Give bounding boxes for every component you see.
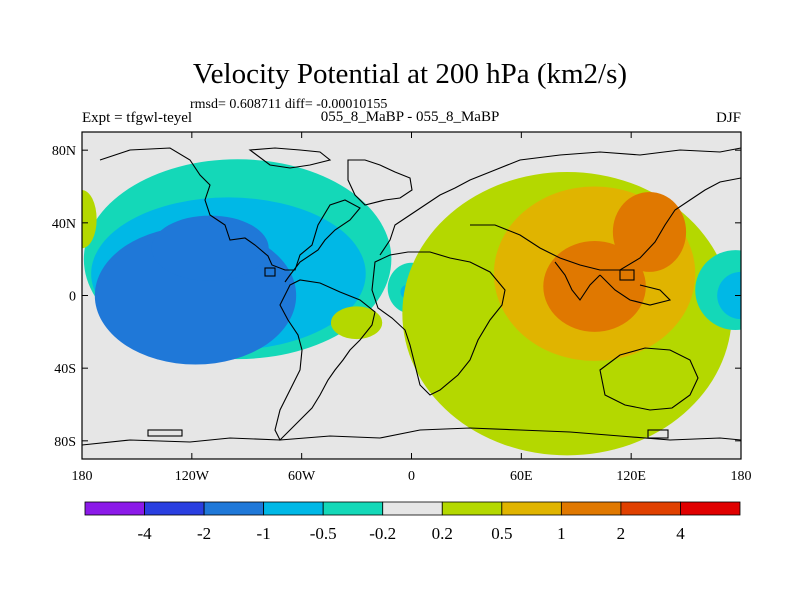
y-axis: 80N 40N 0 40S 80S: [52, 144, 741, 450]
colorbar-swatch: [441, 501, 503, 516]
colorbar-swatch: [263, 501, 324, 516]
coastline-australia: [599, 347, 699, 411]
coastline-layer: [82, 147, 741, 446]
x-tick-label: 120E: [616, 469, 646, 484]
contour-region-pacific-negative-north-core: [151, 215, 269, 281]
colorbar-swatch: [382, 501, 443, 516]
colorbar: -4 -2 -1 -0.5 -0.2 0.2 0.5 1 2 4: [84, 501, 741, 543]
chart-title: Velocity Potential at 200 hPa (km2/s): [193, 58, 627, 90]
y-tick-label: 80N: [52, 144, 76, 159]
coastline-island-1: [147, 429, 183, 437]
coastline-island-3: [647, 429, 669, 439]
colorbar-swatch: [84, 501, 145, 516]
x-tick-label: 0: [408, 469, 415, 484]
colorbar-level-label: 0.5: [491, 524, 512, 543]
y-tick-label: 40N: [52, 217, 76, 232]
coastline-africa: [371, 251, 506, 396]
x-tick-label: 180: [731, 469, 752, 484]
colorbar-swatch: [680, 501, 741, 516]
colorbar-swatch: [203, 501, 265, 516]
contour-region-dateline-west-positive: [82, 190, 97, 249]
colorbar-swatch: [560, 501, 622, 516]
colorbar-level-label: -0.5: [310, 524, 337, 543]
y-tick-label: 40S: [54, 362, 76, 377]
coastline-greenland: [347, 159, 413, 206]
stats-label: rmsd= 0.608711 diff= -0.00010155: [190, 97, 387, 112]
colorbar-level-label: 2: [617, 524, 626, 543]
coastline-maritime-continent: [599, 274, 672, 306]
x-tick-label: 120W: [175, 469, 210, 484]
season-label: DJF: [716, 110, 741, 126]
contour-region-east-pacific-negative-core: [717, 271, 741, 320]
x-tick-label: 60W: [288, 469, 316, 484]
contour-fill-layer: [82, 159, 741, 456]
colorbar-level-label: -1: [257, 524, 271, 543]
coastline-antarctica: [82, 427, 741, 446]
colorbar-level-label: -4: [137, 524, 152, 543]
coastline-asia: [470, 177, 741, 271]
coastline-arctic-islands: [248, 147, 332, 169]
colorbar-swatch: [144, 501, 205, 516]
contour-region-indo-pacific-positive-core: [543, 240, 646, 332]
colorbar-level-label: -2: [197, 524, 211, 543]
colorbar-level-label: -0.2: [369, 524, 396, 543]
coastline-india: [554, 261, 601, 301]
contour-region-indo-pacific-positive-core-north: [612, 191, 687, 272]
colorbar-level-label: 1: [557, 524, 566, 543]
y-tick-label: 80S: [54, 435, 76, 450]
contour-region-south-atlantic-positive: [330, 306, 383, 340]
coastline-europe: [379, 147, 741, 256]
x-tick-label: 60E: [510, 469, 533, 484]
colorbar-swatch: [620, 501, 681, 516]
x-tick-label: 180: [72, 469, 93, 484]
coastline-north-america: [99, 147, 361, 283]
comparison-label: 055_8_MaBP - 055_8_MaBP: [321, 109, 500, 125]
coastline-island-4: [264, 267, 276, 277]
coastline-island-2: [619, 269, 635, 281]
map-panel: [82, 132, 741, 459]
colorbar-swatch: [322, 501, 384, 516]
colorbar-level-label: 4: [676, 524, 685, 543]
colorbar-swatch: [501, 501, 562, 516]
x-axis: 180 120W 60W 0 60E 120E 180: [72, 132, 752, 484]
experiment-label: Expt = tfgwl-teyel: [82, 110, 192, 126]
colorbar-level-label: 0.2: [432, 524, 453, 543]
y-tick-label: 0: [69, 290, 76, 305]
coastline-south-america: [274, 279, 376, 441]
